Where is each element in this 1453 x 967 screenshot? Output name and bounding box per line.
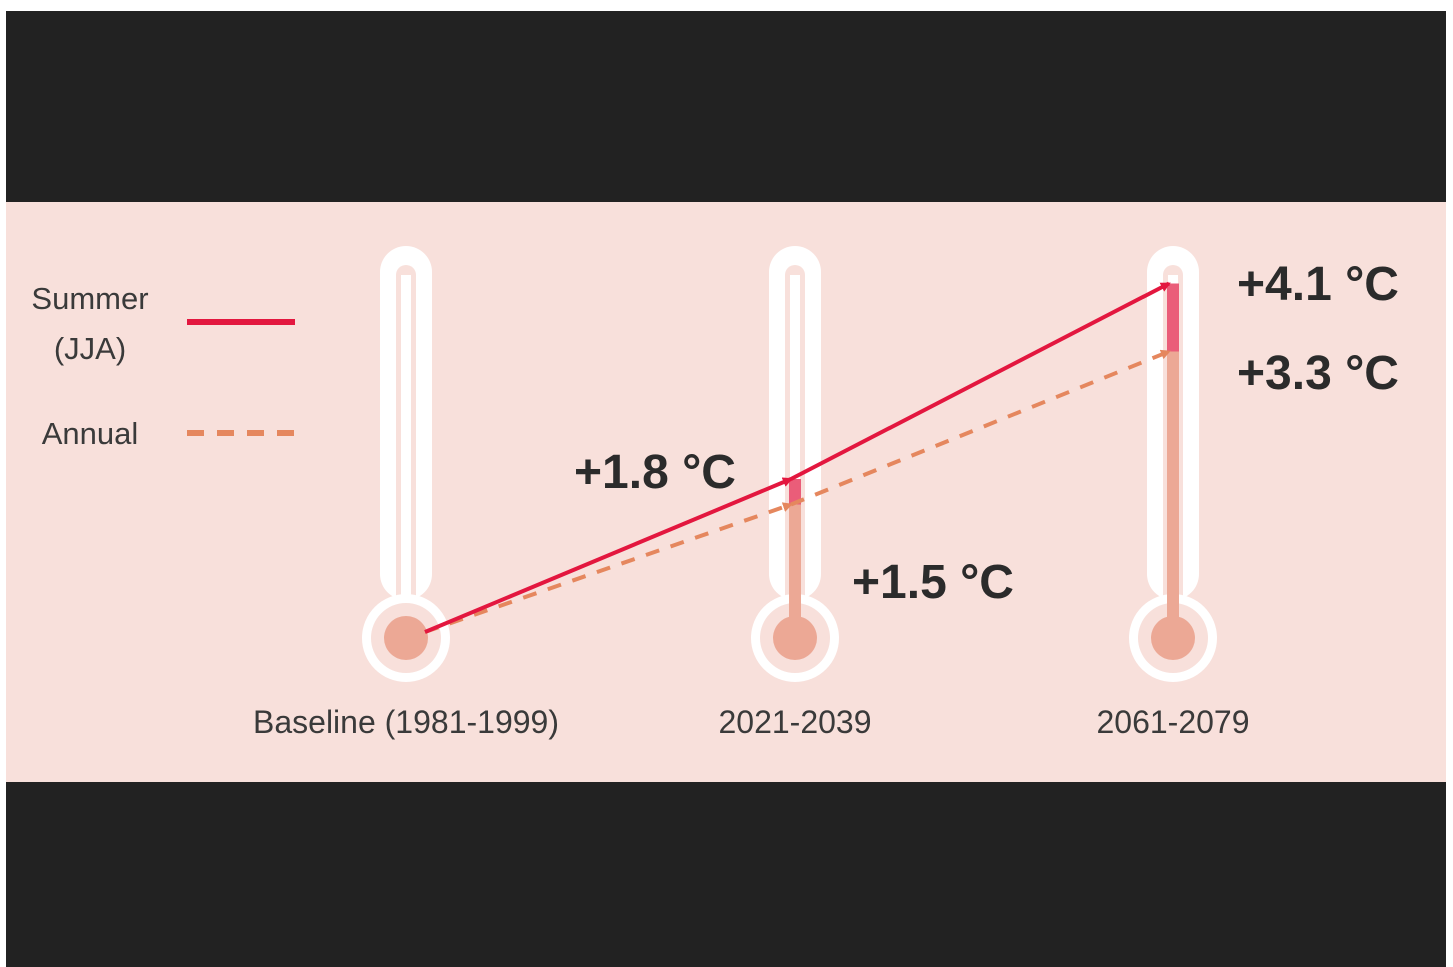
thermometers — [362, 246, 1217, 682]
legend: Summer (JJA) Annual — [31, 281, 295, 451]
annual-mercury-column — [789, 504, 801, 632]
value-labels: +1.8 °C +4.1 °C +1.5 °C +3.3 °C — [574, 258, 1399, 609]
series-layer — [424, 281, 1171, 634]
summer-line-segment-2 — [790, 281, 1171, 481]
summer-value-label-2021-2039: +1.8 °C — [574, 446, 736, 499]
thermometer-bulb-fill — [1151, 616, 1195, 660]
legend-label-annual: Annual — [42, 416, 139, 451]
category-labels: Baseline (1981-1999) 2021-2039 2061-2079 — [253, 704, 1250, 740]
summer-line-segment-1 — [424, 477, 793, 634]
legend-label-summer-line1: Summer — [31, 281, 148, 316]
thermometer-bulb-fill — [773, 616, 817, 660]
annual-line-segment-1 — [424, 502, 793, 634]
thermometer-bulb-fill — [384, 616, 428, 660]
thermometer-3 — [1129, 246, 1217, 682]
thermometer-tube-core — [790, 275, 800, 600]
annual-mercury-column — [1167, 351, 1179, 632]
annual-value-label-2021-2039: +1.5 °C — [852, 556, 1014, 609]
category-label-3: 2061-2079 — [1096, 704, 1249, 740]
summer-value-label-2061-2079: +4.1 °C — [1237, 258, 1399, 311]
annual-line-segment-2 — [790, 349, 1171, 507]
thermometer-tube-core — [401, 275, 411, 600]
annual-value-label-2061-2079: +3.3 °C — [1237, 347, 1399, 400]
category-label-1: Baseline (1981-1999) — [253, 704, 559, 740]
legend-label-summer-line2: (JJA) — [54, 331, 126, 366]
thermometer-2 — [751, 246, 839, 682]
thermometer-1 — [362, 246, 450, 682]
summer-mercury-column — [1167, 283, 1179, 352]
category-label-2: 2021-2039 — [718, 704, 871, 740]
chart-panel — [6, 202, 1446, 782]
